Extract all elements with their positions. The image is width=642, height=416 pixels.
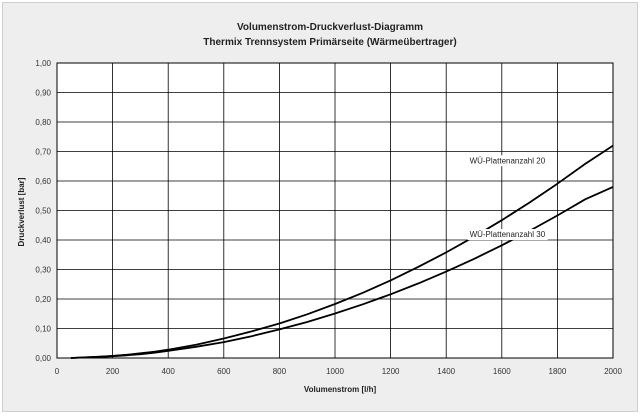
tick-label-layer: 0 200 400 600 800 1000 1200 1400 1600 1800 2000 0,0… [35, 59, 622, 376]
chart-title: Volumenstrom-Druckverlust-Diagramm [237, 22, 423, 33]
y-tick-label: 0,90 [35, 89, 51, 98]
y-tick-label: 0,40 [35, 236, 51, 245]
x-tick-label: 1600 [493, 367, 511, 376]
series-label-layer: WÜ-Plattenanzahl 20 WÜ-Plattenanzahl 30 [467, 155, 548, 241]
y-tick-label: 0,30 [35, 266, 51, 275]
x-tick-label: 0 [55, 367, 60, 376]
x-tick-label: 1400 [437, 367, 455, 376]
y-tick-label: 0,20 [35, 295, 51, 304]
series-label-halo [467, 155, 548, 167]
x-tick-label: 1200 [382, 367, 400, 376]
series-label-2: WÜ-Plattenanzahl 30 [470, 230, 546, 239]
series-label-halo [467, 229, 548, 241]
x-tick-label: 1800 [549, 367, 567, 376]
grid-layer [56, 62, 614, 359]
x-tick-label: 1000 [326, 367, 344, 376]
series-line-2 [70, 186, 614, 359]
y-tick-label: 0,60 [35, 177, 51, 186]
x-axis-title: Volumenstrom [l/h] [304, 385, 377, 394]
x-tick-label: 400 [162, 367, 176, 376]
y-tick-label: 0,50 [35, 207, 51, 216]
y-tick-label: 0,80 [35, 118, 51, 127]
series-layer [70, 144, 614, 359]
chart-subtitle: Thermix Trennsystem Primärseite (Wärmeüb… [203, 37, 456, 48]
y-axis-title: Druckverlust [bar] [17, 177, 26, 246]
x-tick-label: 2000 [604, 367, 622, 376]
series-label-1: WÜ-Plattenanzahl 20 [470, 156, 546, 165]
plot-border [56, 62, 614, 359]
y-tick-label: 1,00 [35, 59, 51, 68]
y-tick-label: 0,10 [35, 325, 51, 334]
x-tick-label: 200 [106, 367, 120, 376]
y-tick-label: 0,70 [35, 148, 51, 157]
y-tick-label: 0,00 [35, 354, 51, 363]
x-tick-label: 600 [217, 367, 231, 376]
x-tick-label: 800 [273, 367, 287, 376]
